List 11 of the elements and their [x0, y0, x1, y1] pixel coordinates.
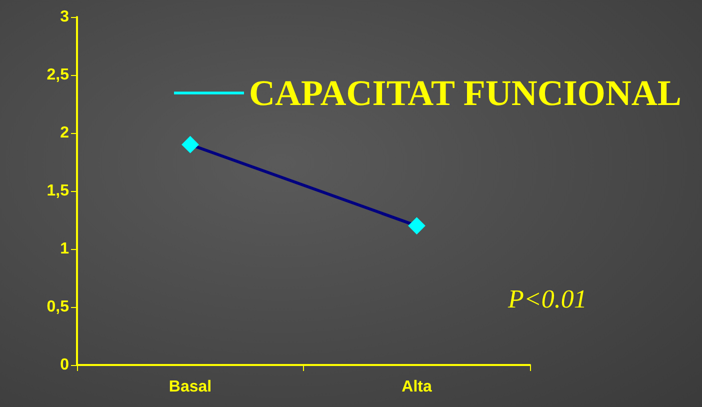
- y-tick-label: 1: [60, 240, 70, 258]
- y-tick-label: 2: [60, 124, 70, 142]
- y-tick-label: 0,5: [46, 298, 70, 316]
- y-tick-label: 0: [60, 356, 70, 374]
- x-tick-label: Alta: [402, 378, 432, 396]
- y-tick-label: 1,5: [46, 182, 70, 200]
- y-tick-label: 2,5: [46, 66, 70, 84]
- y-tick-label: 3: [60, 8, 70, 26]
- legend-label: CAPACITAT FUNCIONAL: [249, 73, 682, 113]
- x-tick-label: Basal: [168, 378, 212, 396]
- annotation: P<0.01: [507, 284, 587, 314]
